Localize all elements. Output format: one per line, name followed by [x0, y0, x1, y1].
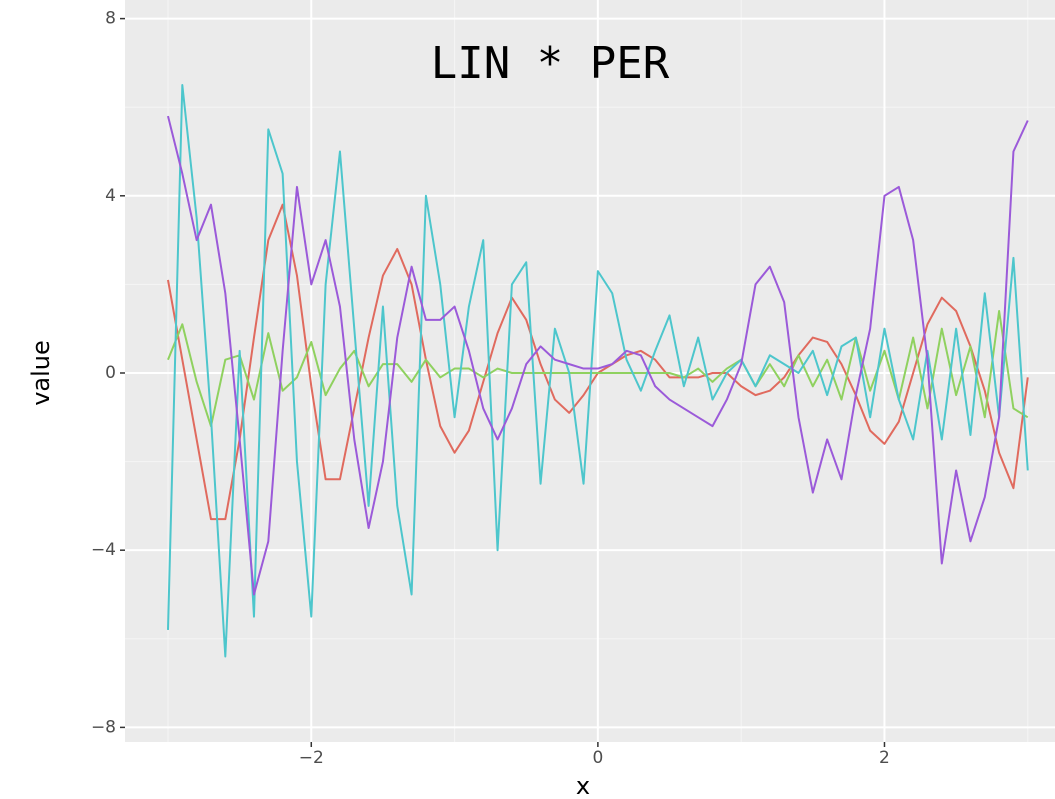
series-line	[166, 84, 1029, 658]
x-tick-label: −2	[299, 748, 324, 768]
x-tick-label: 0	[592, 748, 603, 768]
x-axis-title: x	[576, 772, 590, 799]
chart-title: LIN * PER	[431, 38, 670, 89]
y-tick-label: −4	[91, 540, 116, 560]
series-line	[167, 309, 1029, 428]
y-tick-label: 4	[105, 186, 116, 206]
y-axis-title: value	[27, 340, 55, 406]
panel	[125, 0, 1055, 742]
y-tick-label: −8	[91, 717, 116, 737]
x-tick-label: 2	[879, 748, 890, 768]
series-line	[167, 115, 1029, 596]
y-tick-label: 0	[105, 363, 116, 383]
y-tick-label: 8	[105, 9, 116, 29]
